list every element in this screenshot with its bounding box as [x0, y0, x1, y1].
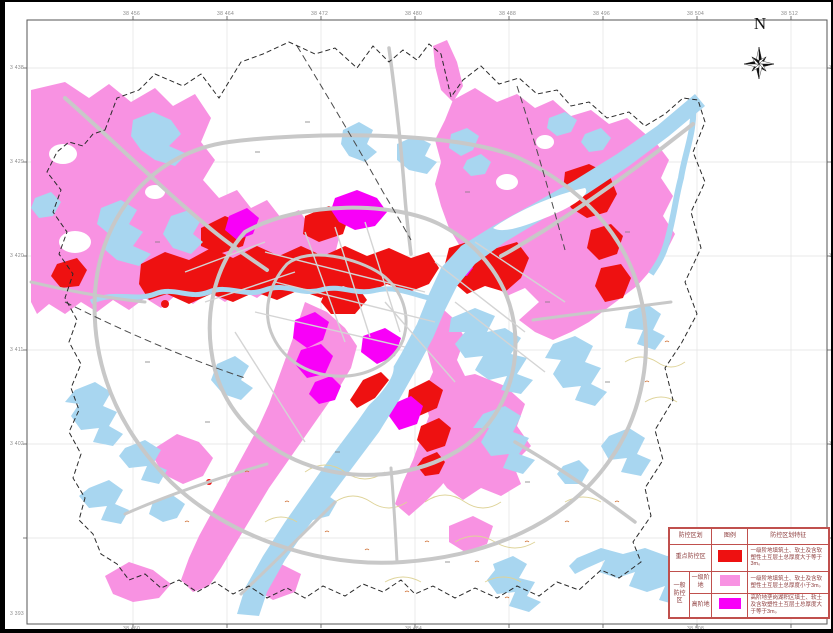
tick-bottom-2: 38 508: [687, 626, 705, 632]
north-arrow: N: [731, 14, 789, 92]
road-network: [29, 46, 695, 596]
legend-symbol-cell: [711, 544, 749, 572]
tick-top-4: 38 488: [499, 11, 517, 17]
minor-roads: [184, 221, 566, 443]
tick-top-3: 38 480: [405, 11, 423, 17]
elevation-marks: [184, 340, 670, 599]
tick-bottom-0: 38 460: [123, 626, 141, 632]
zone-pink-holes: [49, 135, 554, 253]
legend-symbol-cell: [711, 571, 749, 594]
tick-left-1: 3 429: [10, 159, 25, 165]
legend-header-symbol: 图例: [711, 528, 749, 545]
frame-ticks: [23, 16, 831, 628]
settlement-marks: [145, 121, 630, 563]
tick-top-1: 38 464: [217, 11, 235, 17]
legend-swatch-magenta: [718, 598, 741, 610]
tick-right-4: 3 402: [829, 441, 833, 447]
railway-lines: [64, 45, 566, 379]
tick-top-6: 38 504: [687, 11, 705, 17]
legend-feature-key: 一级阶地填筑土、软土及含软塑性土互层土总厚度大于等于3m。: [747, 544, 829, 572]
legend-header-feature: 防控区划特征: [747, 528, 829, 545]
legend-feature-high: 高阶地垄岗湖积区填土、软土及含软塑性土互层土总厚度大于等于3m。: [747, 593, 829, 618]
legend-symbol-cell: [711, 593, 749, 618]
zone-magenta-high-terrace: [225, 190, 473, 430]
legend-terrace-high: 高阶地: [689, 593, 713, 618]
tick-left-5: 3 393: [10, 611, 25, 617]
tick-top-5: 38 496: [593, 11, 611, 17]
tick-top-7: 38 512: [781, 11, 799, 17]
north-label: N: [753, 14, 767, 33]
tick-left-3: 3 411: [10, 347, 24, 353]
tick-top-0: 38 456: [123, 11, 141, 17]
tick-left-4: 3 402: [10, 441, 25, 447]
river-islands: [341, 188, 587, 414]
legend-zone-general: 一般防控区: [668, 571, 691, 618]
legend-terrace-first: 一级阶地: [689, 571, 713, 594]
tick-left-0: 3 438: [10, 65, 25, 71]
tick-bottom-1: 38 484: [405, 626, 423, 632]
legend-header-zone: 防控区划: [668, 528, 713, 545]
tick-right-0: 3 438: [829, 65, 833, 71]
west-tributary: [89, 284, 430, 305]
legend-feature-first: 一级阶地填筑土、软土及含软塑性土互层土总厚度小于3m。: [747, 571, 829, 594]
tick-right-2: 3 420: [829, 253, 833, 259]
legend-table: 防控区划 图例 防控区划特征 重点防控区 一级阶地填筑土、软土及含软塑性土互层土…: [668, 527, 830, 619]
east-channel: [648, 103, 697, 276]
legend-zone-key: 重点防控区: [668, 544, 713, 572]
tick-top-2: 38 472: [311, 11, 329, 17]
legend-swatch-pink: [719, 575, 740, 587]
zoning-map-canvas: [23, 16, 831, 628]
city-boundary: [46, 41, 706, 599]
north-arrow-icon: [743, 46, 775, 80]
legend-swatch-red: [717, 550, 742, 563]
tick-left-2: 3 420: [10, 253, 25, 259]
